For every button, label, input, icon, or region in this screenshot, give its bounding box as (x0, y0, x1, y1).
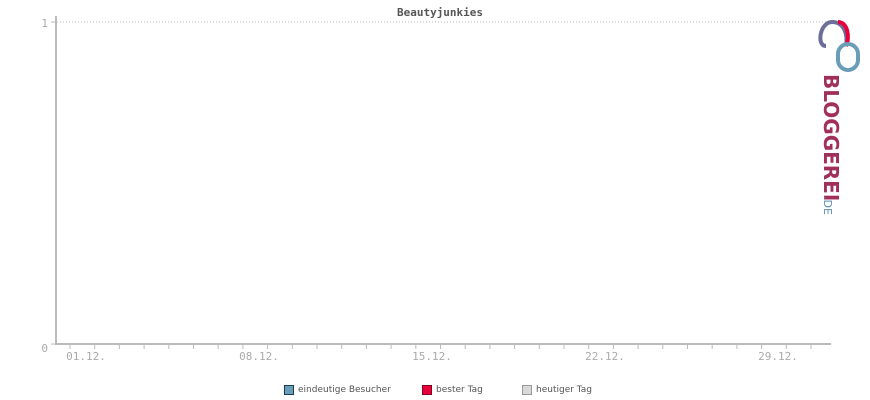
legend-item-unique-visitors: eindeutige Besucher (284, 385, 391, 395)
x-tick-label: 01.12. (66, 350, 106, 363)
chart-title: Beautyjunkies (397, 6, 483, 19)
legend-item-best-day: bester Tag (422, 385, 483, 395)
x-tick-label: 08.12. (239, 350, 279, 363)
legend-swatch (522, 385, 532, 395)
legend-swatch (422, 385, 432, 395)
x-tick-label: 15.12. (412, 350, 452, 363)
x-tick-label: 22.12. (585, 350, 625, 363)
legend-label: eindeutige Besucher (298, 385, 391, 395)
legend-swatch (284, 385, 294, 395)
svg-text:BLOGGEREI: BLOGGEREI (819, 74, 843, 201)
y-tick-label: 0 (41, 342, 48, 355)
legend-label: heutiger Tag (536, 385, 593, 395)
x-tick-label: 29.12. (758, 350, 798, 363)
y-tick-label: 1 (41, 17, 48, 30)
legend-label: bester Tag (436, 385, 483, 395)
legend-item-today: heutiger Tag (522, 385, 592, 395)
svg-text:.DE: .DE (821, 196, 834, 215)
logo-graphic: BLOGGEREI .DE (818, 19, 860, 215)
